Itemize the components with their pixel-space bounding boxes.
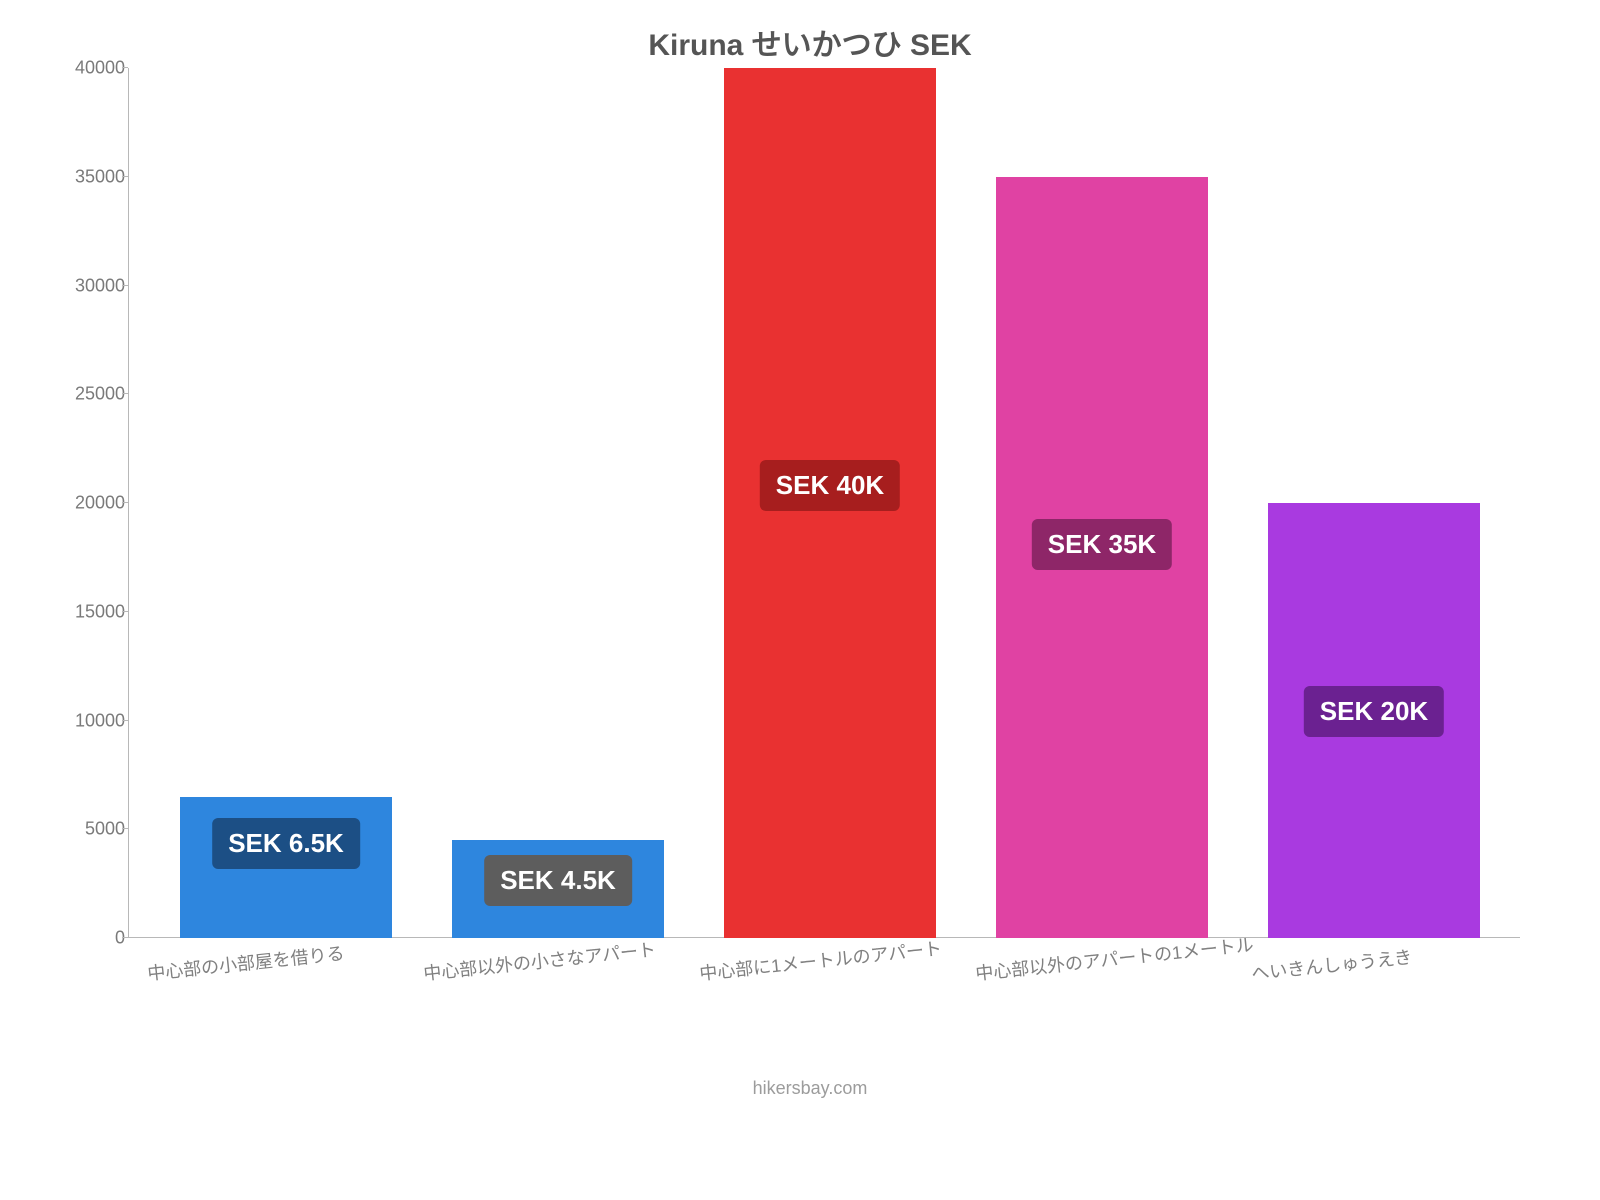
y-tick-mark: [122, 176, 128, 177]
plot-area: 0500010000150002000025000300003500040000…: [140, 68, 1520, 938]
chart-title: Kiruna せいかつひ SEK: [60, 20, 1560, 64]
x-labels: 中心部の小部屋を借りる中心部以外の小さなアパート中心部に1メートルのアパート中心…: [140, 938, 1520, 1058]
y-tick-mark: [122, 502, 128, 503]
y-tick-label: 30000: [60, 275, 125, 296]
value-badge: SEK 4.5K: [484, 855, 632, 906]
y-tick-label: 15000: [60, 601, 125, 622]
x-tick-label: 中心部に1メートルのアパート: [698, 935, 943, 986]
bar-slot: SEK 6.5K: [150, 68, 422, 938]
y-tick-label: 40000: [60, 58, 125, 79]
value-badge: SEK 35K: [1032, 519, 1172, 570]
y-axis: [128, 68, 129, 938]
bar-slot: SEK 35K: [966, 68, 1238, 938]
y-tick-label: 0: [60, 928, 125, 949]
chart-container: Kiruna せいかつひ SEK 05000100001500020000250…: [60, 20, 1560, 1120]
y-tick-label: 5000: [60, 819, 125, 840]
y-tick-mark: [122, 828, 128, 829]
y-tick-mark: [122, 393, 128, 394]
bar: SEK 40K: [724, 68, 936, 938]
bar-slot: SEK 20K: [1238, 68, 1510, 938]
bar: SEK 35K: [996, 177, 1208, 938]
y-tick-mark: [122, 285, 128, 286]
y-tick-mark: [122, 611, 128, 612]
value-badge: SEK 6.5K: [212, 818, 360, 869]
x-tick-label: へいきんしゅうえき: [1250, 943, 1413, 986]
y-tick-mark: [122, 67, 128, 68]
y-tick-label: 35000: [60, 166, 125, 187]
attribution: hikersbay.com: [60, 1078, 1560, 1099]
x-tick-label: 中心部以外のアパートの1メートル: [974, 931, 1255, 986]
x-tick-label: 中心部以外の小さなアパート: [422, 936, 657, 986]
bar: SEK 20K: [1268, 503, 1480, 938]
bar-slot: SEK 40K: [694, 68, 966, 938]
y-tick-label: 10000: [60, 710, 125, 731]
value-badge: SEK 20K: [1304, 686, 1444, 737]
y-tick-label: 25000: [60, 384, 125, 405]
value-badge: SEK 40K: [760, 460, 900, 511]
bar: SEK 4.5K: [452, 840, 664, 938]
bar-slot: SEK 4.5K: [422, 68, 694, 938]
y-tick-mark: [122, 937, 128, 938]
x-tick-label: 中心部の小部屋を借りる: [146, 939, 346, 986]
y-tick-label: 20000: [60, 493, 125, 514]
bars-group: SEK 6.5K SEK 4.5K SEK 40K SEK 35K SEK 20K: [140, 68, 1520, 938]
y-tick-mark: [122, 720, 128, 721]
bar: SEK 6.5K: [180, 797, 392, 938]
